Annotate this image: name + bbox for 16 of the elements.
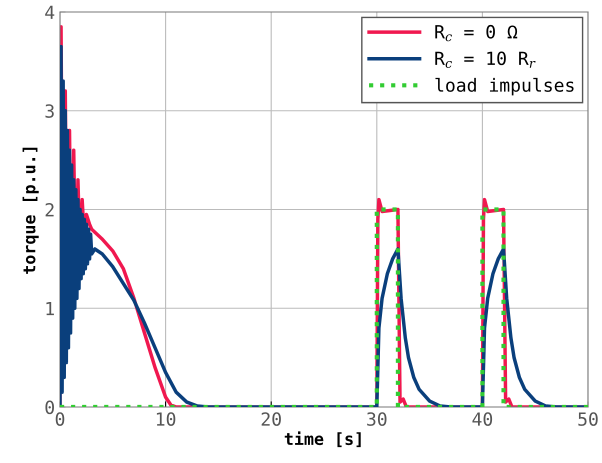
y-tick-label: 2	[46, 203, 54, 216]
x-tick-label: 50	[578, 412, 598, 426]
legend-label: R$_{c}$ = 0 Ω	[435, 24, 518, 42]
x-tick-label: 0	[56, 412, 64, 426]
legend-label: load impulses	[435, 78, 574, 96]
y-tick-label: 4	[45, 6, 54, 19]
x-tick-label: 20	[262, 412, 281, 426]
x-axis-title: time [s]	[284, 431, 361, 448]
x-tick-label: 10	[156, 412, 176, 426]
y-tick-label: 1	[46, 302, 54, 316]
y-axis-title: torque [p.u.]	[22, 148, 39, 274]
x-tick-label: 40	[472, 412, 492, 426]
legend-label: R$_{c}$ = 10 R$_{r}$	[435, 52, 536, 68]
y-tick-label: 3	[45, 104, 54, 118]
x-tick-label: 30	[367, 412, 386, 426]
y-tick-label: 0	[45, 400, 54, 414]
